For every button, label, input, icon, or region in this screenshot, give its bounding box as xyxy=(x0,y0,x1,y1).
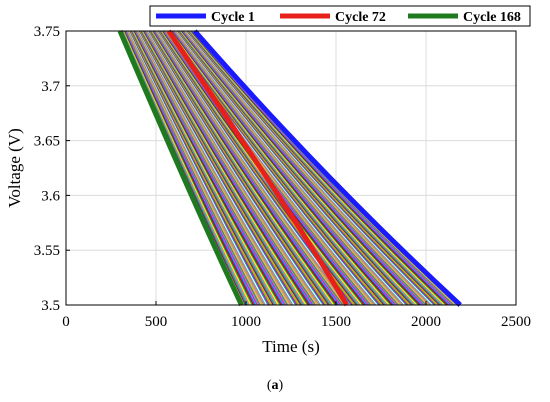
x-tick-label: 500 xyxy=(145,314,168,330)
series-line xyxy=(166,29,349,307)
axis-ticks: 0 500 1000 1500 2000 2500 3.5 3.55 3.6 3.65 3.7 3.7… xyxy=(34,24,531,330)
x-tick-label: 2500 xyxy=(501,314,531,330)
x-tick-label: 1500 xyxy=(321,314,351,330)
y-tick-label: 3.55 xyxy=(34,243,60,259)
x-tick-label: 2000 xyxy=(411,314,441,330)
series-line xyxy=(117,30,244,307)
legend: Cycle 1 Cycle 72 Cycle 168 xyxy=(149,5,531,27)
highlighted-series xyxy=(117,29,462,307)
caption-letter: a xyxy=(271,378,279,393)
legend-box xyxy=(149,5,531,27)
x-tick-label: 1000 xyxy=(231,314,261,330)
y-tick-label: 3.75 xyxy=(34,24,60,40)
figure-caption: (a) xyxy=(266,378,284,393)
x-axis-label: Time (s) xyxy=(262,337,319,356)
y-tick-label: 3.65 xyxy=(34,134,60,150)
y-tick-label: 3.5 xyxy=(41,298,60,314)
y-tick-label: 3.7 xyxy=(41,79,60,95)
plot-frame xyxy=(65,30,517,306)
y-tick-label: 3.6 xyxy=(41,188,60,204)
legend-label: Cycle 168 xyxy=(463,10,521,25)
y-axis-label: Voltage (V) xyxy=(5,128,24,207)
series-line xyxy=(192,29,462,307)
x-tick-label: 0 xyxy=(62,314,70,330)
legend-label: Cycle 72 xyxy=(335,10,386,25)
legend-label: Cycle 1 xyxy=(211,10,255,25)
